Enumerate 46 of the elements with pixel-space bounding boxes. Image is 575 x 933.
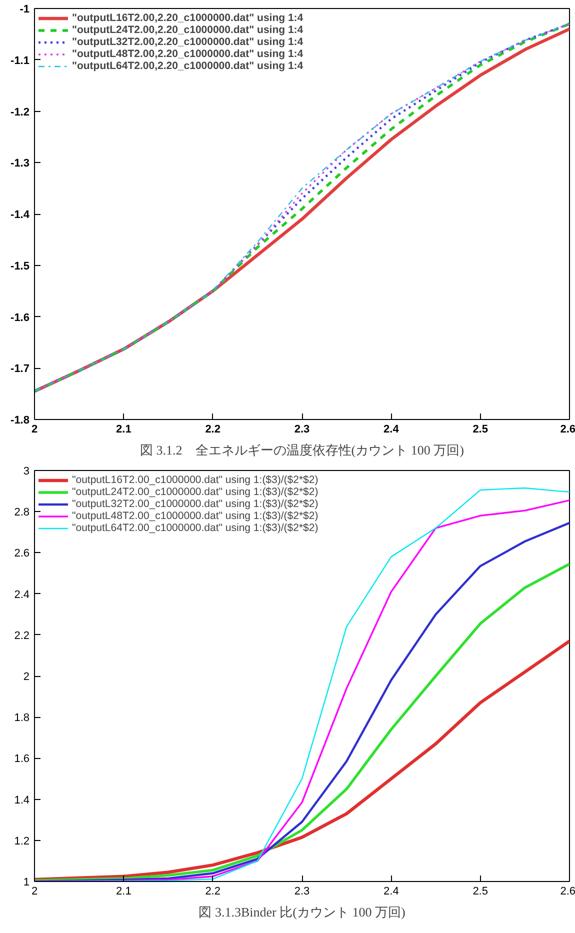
y-tick-label: -1	[20, 4, 30, 16]
y-tick-label: -1.6	[10, 312, 30, 324]
x-tick-label: 2.4	[384, 424, 400, 436]
text: 図 3.1.2 全エネルギーの温度依存性(カウント 100 万回)	[140, 442, 464, 458]
y-tick-label: 1.2	[14, 835, 30, 848]
legend-label: "outputL48T2.00_c1000000.dat" using 1:($3)/($2*$2)	[72, 510, 318, 522]
x-tick-label: 2	[31, 886, 38, 898]
x-tick-label: 2.2	[205, 886, 220, 898]
x-tick-label: 2.2	[205, 424, 220, 436]
y-tick-label: 2	[23, 671, 30, 683]
x-tick-label: 2.4	[384, 886, 399, 898]
y-tick-label: -1.2	[10, 106, 30, 118]
x-tick-label: 2	[31, 424, 38, 436]
x-tick-label: 2.5	[472, 424, 488, 436]
legend-label: "outputL32T2.00,2.20_c1000000.dat" using 1:4	[72, 36, 304, 48]
legend-label: "outputL64T2.00_c1000000.dat" using 1:($3)/($2*$2)	[72, 522, 318, 534]
legend-label: "outputL32T2.00_c1000000.dat" using 1:($3)/($2*$2)	[72, 498, 318, 510]
y-tick-label: 1.6	[14, 753, 30, 766]
y-tick-label: -1.3	[10, 158, 30, 170]
y-tick-label: 2.8	[14, 506, 30, 519]
x-tick-label: 2.3	[294, 424, 310, 436]
legend-label: "outputL64T2.00,2.20_c1000000.dat" using 1:4	[72, 60, 304, 72]
legend-label: "outputL16T2.00,2.20_c1000000.dat" using 1:4	[72, 12, 304, 24]
text: 図 3.1.3Binder 比(カウント 100 万回)	[198, 904, 406, 920]
y-tick-label: 2.6	[14, 548, 30, 560]
x-tick-label: 2.3	[294, 886, 310, 898]
x-tick-label: 2.5	[472, 886, 488, 898]
x-tick-label: 2.6	[560, 886, 575, 898]
y-tick-label: 1.4	[14, 794, 30, 806]
y-tick-label: -1.1	[10, 54, 30, 67]
y-tick-label: 1	[23, 876, 30, 888]
legend-label: "outputL24T2.00_c1000000.dat" using 1:($3)/($2*$2)	[72, 486, 318, 498]
legend-label: "outputL48T2.00,2.20_c1000000.dat" using 1:4	[72, 48, 304, 60]
y-tick-label: 1.8	[14, 712, 30, 724]
x-tick-label: 2.1	[116, 424, 132, 436]
legend-label: "outputL16T2.00_c1000000.dat" using 1:($3)/($2*$2)	[72, 474, 318, 486]
y-tick-label: -1.8	[10, 414, 30, 426]
x-tick-label: 2.6	[560, 424, 575, 436]
y-tick-label: -1.5	[10, 260, 30, 272]
legend-label: "outputL24T2.00,2.20_c1000000.dat" using 1:4	[72, 24, 304, 36]
y-tick-label: 3	[23, 466, 30, 478]
y-tick-label: -1.4	[10, 209, 30, 221]
x-tick-label: 2.1	[116, 886, 132, 898]
y-tick-label: 2.2	[14, 630, 30, 642]
y-tick-label: 2.4	[14, 588, 30, 601]
y-tick-label: -1.7	[10, 363, 30, 376]
